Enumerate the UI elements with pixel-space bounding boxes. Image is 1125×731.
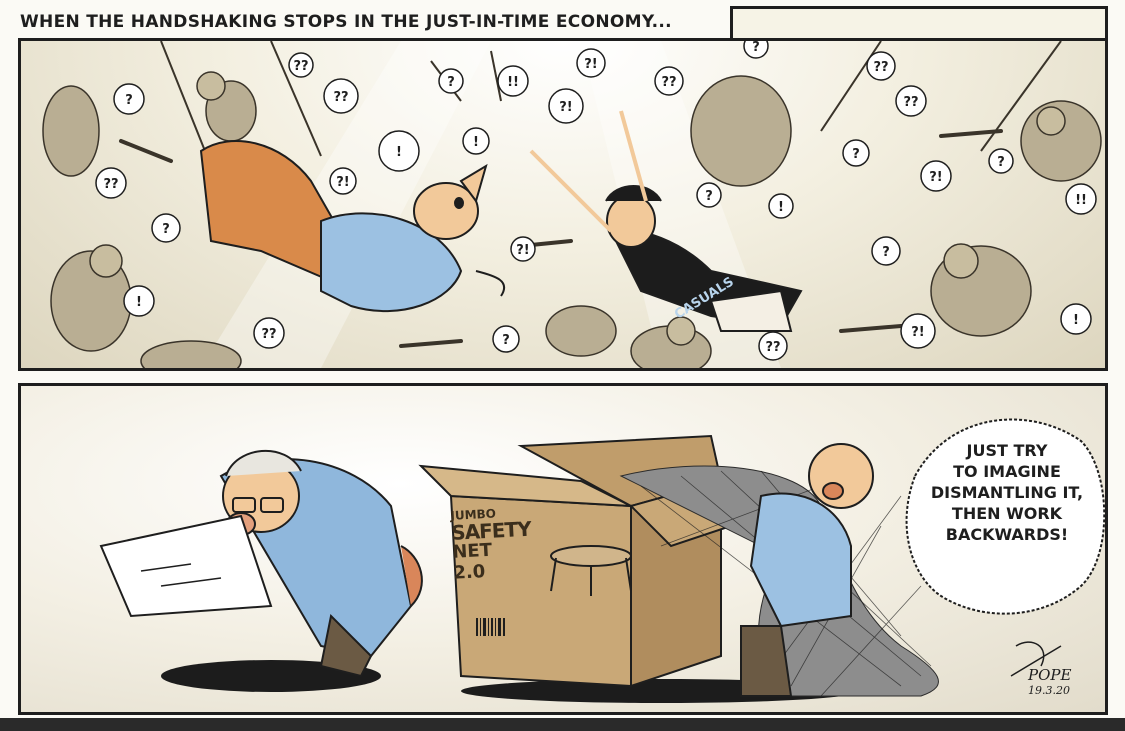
bubble-glyph: ? — [997, 155, 1005, 170]
speech-text: JUST TRY TO IMAGINE DISMANTLING IT, THEN… — [912, 440, 1102, 610]
bubble-glyph: ! — [778, 200, 784, 215]
bubble-glyph: ?? — [293, 59, 308, 74]
bubble-glyph: ? — [752, 41, 760, 55]
bubble-glyph: ? — [162, 222, 170, 237]
speech-line: THEN WORK — [951, 504, 1063, 523]
speech-line: DISMANTLING IT, — [930, 483, 1084, 502]
bottom-panel — [18, 383, 1108, 715]
artist-signature: POPE 19.3.20 — [1028, 668, 1071, 698]
bubble-glyph: ?? — [661, 75, 676, 90]
bubble-glyph: ? — [502, 333, 510, 348]
bubble-glyph: ! — [396, 145, 402, 160]
bubble-glyph: ?? — [765, 340, 780, 355]
falling-workers-scene: ???!?!!!????!!????!???!????!?!!????!!???… — [42, 41, 1102, 368]
bubble-glyph: ?! — [584, 57, 597, 72]
signature-name: POPE — [1028, 666, 1072, 684]
bubble-glyph: ?? — [333, 90, 348, 105]
box-label: JUMBO SAFETY NET 2.0 — [450, 505, 531, 585]
bubble-glyph: ? — [125, 93, 133, 108]
bubble-glyph: ? — [852, 147, 860, 162]
bubble-glyph: ? — [705, 189, 713, 204]
bubble-glyph: ?! — [336, 175, 349, 190]
signature-date: 19.3.20 — [1028, 684, 1070, 697]
bubble-glyph: ?? — [261, 327, 276, 342]
speech-line: BACKWARDS! — [945, 525, 1069, 544]
bubble-glyph: ?? — [903, 95, 918, 110]
bubble-glyph: ? — [447, 75, 455, 90]
bottom-bar — [0, 718, 1125, 731]
bubble-glyph: ?! — [559, 100, 572, 115]
bubble-glyph: !! — [1075, 193, 1087, 208]
box-label-line-4: 2.0 — [452, 561, 486, 584]
cartoon-caption: WHEN THE HANDSHAKING STOPS IN THE JUST-I… — [20, 12, 672, 32]
bubble-glyph: ?? — [103, 177, 118, 192]
bubble-glyph: ?! — [516, 243, 529, 258]
caption-panel-frame — [730, 6, 1108, 41]
bubble-glyph: ! — [1073, 313, 1079, 328]
bubble-glyph: ?! — [929, 170, 942, 185]
bubble-glyph: !! — [507, 75, 519, 90]
bubble-glyph: ! — [473, 135, 479, 150]
safety-net-scene — [99, 418, 1105, 703]
bubble-glyph: ?? — [873, 60, 888, 75]
speech-line: JUST TRY — [966, 441, 1048, 460]
speech-line: TO IMAGINE — [953, 462, 1061, 481]
top-panel: ???!?!!!????!!????!???!????!?!!????!!???… — [18, 38, 1108, 371]
bubble-glyph: ? — [882, 245, 890, 260]
bubble-glyph: ! — [136, 295, 142, 310]
speech-bubble — [905, 418, 1105, 615]
bubble-glyph: ?! — [911, 325, 924, 340]
